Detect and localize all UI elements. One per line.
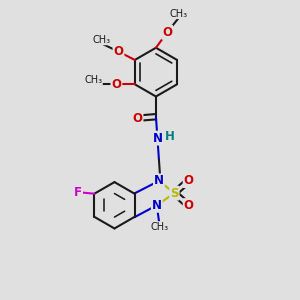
Text: CH₃: CH₃ (169, 9, 188, 19)
Text: H: H (165, 130, 175, 143)
Text: N: N (152, 132, 162, 145)
Text: CH₃: CH₃ (150, 222, 168, 232)
Text: CH₃: CH₃ (84, 75, 102, 85)
Text: O: O (162, 26, 172, 39)
Text: S: S (170, 187, 178, 200)
Text: F: F (74, 186, 82, 199)
Text: O: O (184, 199, 194, 212)
Text: O: O (133, 112, 142, 125)
Text: O: O (111, 78, 122, 91)
Text: O: O (113, 45, 124, 58)
Text: N: N (152, 199, 162, 212)
Text: N: N (154, 174, 164, 188)
Text: O: O (184, 174, 194, 187)
Text: CH₃: CH₃ (92, 35, 111, 45)
